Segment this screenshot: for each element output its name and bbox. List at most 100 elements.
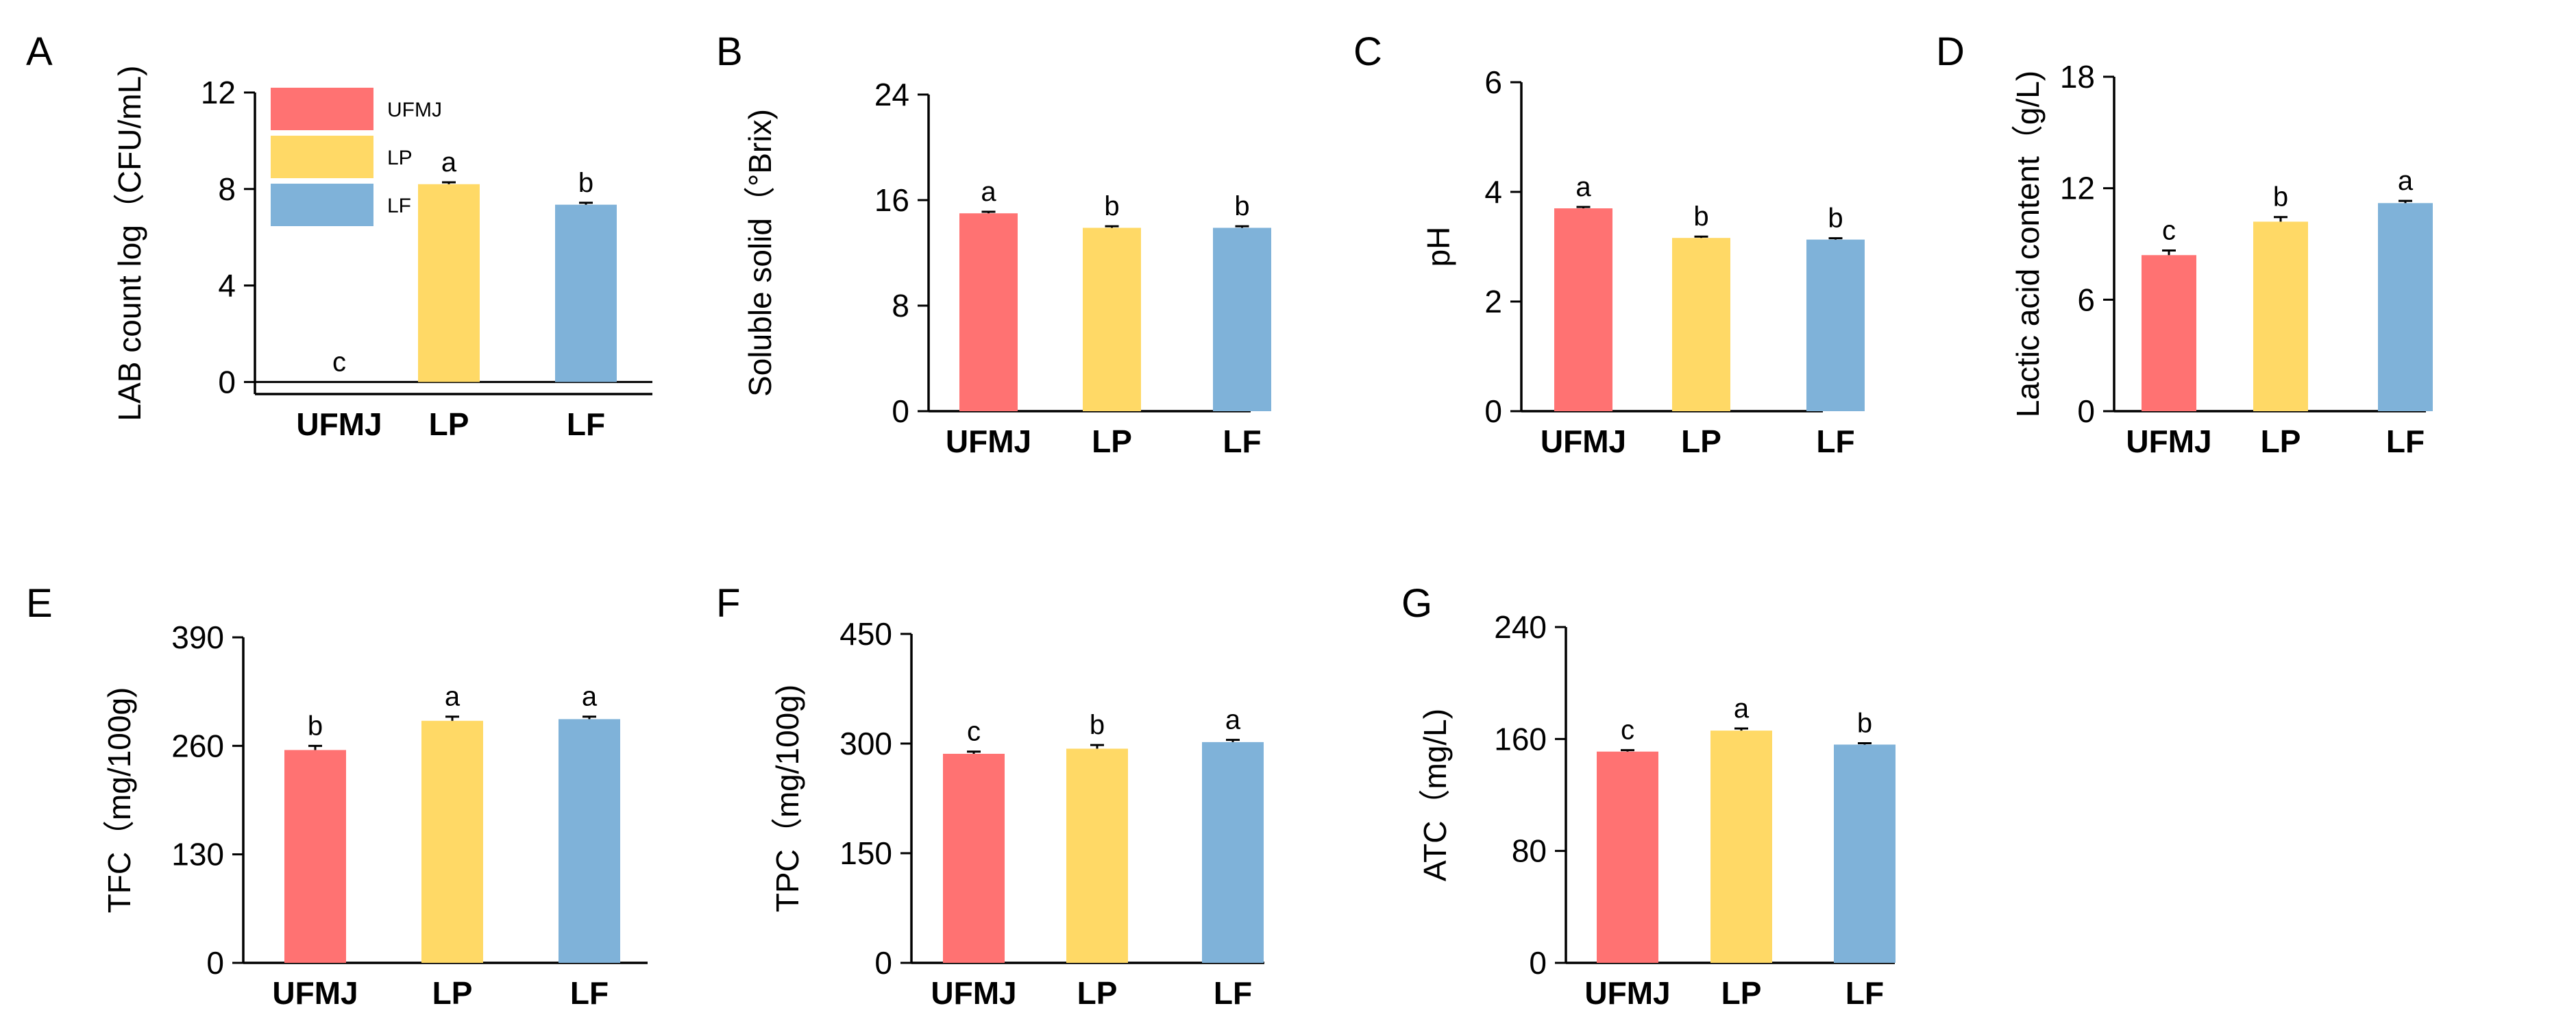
- panel-b: B 0 8 16 24 Soluble solid（°Brix) a UFMJ b LP b LF: [716, 29, 1271, 459]
- y-tick-label: 4: [218, 268, 236, 304]
- y-axis-title: Soluble solid（°Brix): [742, 109, 778, 397]
- y-axis-title: Lactic acid content（g/L): [2010, 71, 2046, 417]
- panel-letter: D: [1936, 29, 1965, 74]
- legend-label: LP: [387, 147, 413, 169]
- y-axis-title: pH: [1421, 227, 1456, 267]
- x-category-label: UFMJ: [272, 975, 358, 1011]
- panel-letter: A: [26, 29, 53, 74]
- y-tick-label: 16: [874, 182, 909, 218]
- x-category-label: LF: [1223, 424, 1261, 459]
- bar-ufmj: [2142, 255, 2196, 411]
- significance-letter: c: [1621, 715, 1634, 746]
- significance-letter: a: [1225, 705, 1241, 735]
- significance-letter: a: [441, 147, 457, 177]
- x-category-label: LF: [1214, 975, 1252, 1011]
- y-tick-label: 0: [218, 364, 236, 400]
- y-tick-label: 18: [2060, 59, 2095, 95]
- x-category-label: LP: [432, 975, 473, 1011]
- panel-e: E 0 130 260 390 TFC（mg/100g) b UFMJ a LP a LF: [26, 581, 648, 1011]
- legend: UFMJ LP LF: [271, 88, 442, 226]
- significance-letter: a: [981, 177, 996, 207]
- legend-label: UFMJ: [387, 99, 442, 121]
- significance-letter: a: [1734, 694, 1750, 724]
- y-tick-label: 6: [2077, 282, 2095, 317]
- y-tick-label: 0: [2077, 393, 2095, 429]
- significance-letter: b: [308, 711, 323, 741]
- x-category-label: LP: [2261, 424, 2301, 459]
- significance-letter: a: [582, 682, 598, 712]
- y-tick-label: 260: [171, 728, 224, 763]
- y-tick-label: 0: [892, 393, 909, 429]
- y-tick-label: 160: [1494, 721, 1547, 757]
- significance-letter: a: [445, 682, 461, 712]
- bar-lp: [2253, 221, 2308, 411]
- bar-lf: [1213, 228, 1271, 411]
- bar-ufmj: [1554, 208, 1612, 411]
- x-category-label: LP: [429, 406, 469, 442]
- significance-letter: b: [2273, 182, 2288, 212]
- bar-ufmj: [959, 213, 1018, 411]
- panel-letter: C: [1353, 29, 1382, 74]
- y-axis-title: TPC（mg/100g): [770, 685, 805, 912]
- bar-lf: [1806, 239, 1865, 411]
- x-category-label: UFMJ: [2126, 424, 2211, 459]
- x-category-label: UFMJ: [296, 406, 382, 442]
- panel-letter: G: [1401, 581, 1432, 626]
- y-tick-label: 150: [839, 835, 892, 871]
- y-tick-label: 0: [1529, 945, 1547, 981]
- panel-letter: E: [26, 581, 53, 626]
- significance-letter: b: [578, 168, 593, 198]
- significance-letter: c: [332, 347, 346, 377]
- x-category-label: UFMJ: [931, 975, 1016, 1011]
- panel-d: D 0 6 12 18 Lactic acid content（g/L) c UFMJ b LP a…: [1936, 29, 2433, 459]
- y-tick-label: 390: [171, 620, 224, 655]
- panel-f: F 0 150 300 450 TPC（mg/100g) c UFMJ b LP a LF: [716, 581, 1264, 1011]
- legend-swatch: [271, 136, 373, 178]
- y-axis-title: LAB count log（CFU/mL): [112, 66, 147, 421]
- x-category-label: LF: [1816, 424, 1854, 459]
- y-tick-label: 130: [171, 837, 224, 872]
- bar-lp: [1710, 731, 1772, 963]
- bar-lf: [1202, 742, 1264, 963]
- y-tick-label: 240: [1494, 609, 1547, 645]
- bar-lf: [559, 719, 620, 963]
- y-tick-label: 300: [839, 726, 892, 761]
- y-tick-label: 0: [874, 945, 892, 981]
- legend-swatch: [271, 184, 373, 226]
- legend-swatch: [271, 88, 373, 130]
- significance-letter: c: [967, 717, 981, 747]
- y-tick-label: 450: [839, 616, 892, 652]
- x-category-label: LF: [567, 406, 605, 442]
- bar-lf: [2378, 203, 2433, 411]
- significance-letter: b: [1090, 710, 1105, 740]
- x-category-label: LP: [1721, 975, 1762, 1011]
- x-category-label: LF: [570, 975, 609, 1011]
- bar-lp: [418, 184, 480, 382]
- x-category-label: LF: [1845, 975, 1884, 1011]
- y-tick-label: 12: [201, 75, 236, 110]
- x-category-label: LP: [1092, 424, 1132, 459]
- y-axis-title: ATC（mg/L): [1417, 709, 1453, 881]
- y-tick-label: 8: [218, 171, 236, 207]
- y-tick-label: 0: [206, 945, 224, 981]
- y-tick-label: 12: [2060, 171, 2095, 206]
- y-tick-label: 24: [874, 77, 909, 112]
- significance-letter: a: [1575, 172, 1591, 202]
- significance-letter: c: [2162, 215, 2176, 245]
- y-tick-label: 0: [1484, 393, 1502, 429]
- significance-letter: b: [1234, 191, 1249, 221]
- significance-letter: b: [1828, 204, 1843, 234]
- x-category-label: UFMJ: [946, 424, 1031, 459]
- legend-label: LF: [387, 195, 411, 217]
- y-tick-label: 4: [1484, 174, 1502, 210]
- bar-lf: [555, 204, 617, 382]
- y-tick-label: 6: [1484, 64, 1502, 100]
- significance-letter: b: [1857, 708, 1872, 738]
- bar-lp: [421, 720, 483, 963]
- y-axis-title: TFC（mg/100g): [101, 687, 137, 914]
- bar-lp: [1066, 748, 1128, 963]
- bar-lf: [1834, 744, 1896, 963]
- panel-letter: B: [716, 29, 743, 74]
